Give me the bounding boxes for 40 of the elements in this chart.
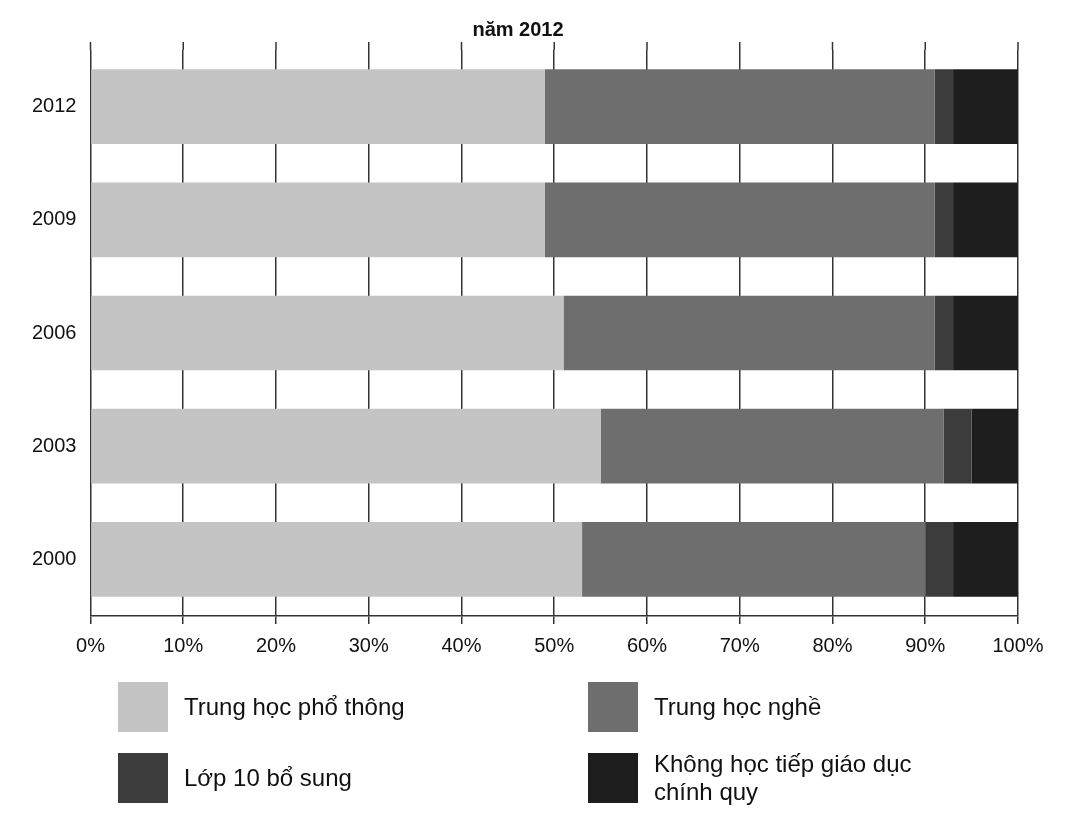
bar xyxy=(971,408,1018,484)
bar xyxy=(600,408,944,484)
bar xyxy=(91,295,564,371)
bar xyxy=(544,69,935,144)
y-tick-label: 2012 xyxy=(31,94,77,117)
x-tick-label: 60% xyxy=(626,633,668,656)
y-tick-label: 2009 xyxy=(31,207,77,230)
bar xyxy=(934,295,954,371)
x-tick-label: 90% xyxy=(905,633,946,656)
legend-label: Không học tiếp giáo dục chính quy xyxy=(654,750,913,806)
bar xyxy=(91,182,545,258)
x-tick-label: 20% xyxy=(255,633,297,656)
x-tick-label: 0% xyxy=(76,633,106,656)
chart-title: năm 2012 xyxy=(472,17,564,40)
x-tick-label: 100% xyxy=(992,633,1044,656)
bar xyxy=(91,408,601,484)
x-tick-label: 50% xyxy=(534,633,575,656)
bar xyxy=(953,522,1018,597)
bar xyxy=(544,182,935,258)
legend-label: Trung học phổ thông xyxy=(184,693,405,721)
x-tick-label: 30% xyxy=(348,633,389,656)
bar xyxy=(934,69,954,144)
bar xyxy=(91,522,583,597)
y-tick-label: 2003 xyxy=(31,433,77,456)
bar xyxy=(91,69,545,144)
bar xyxy=(953,182,1018,258)
x-tick-label: 70% xyxy=(719,633,760,656)
bar xyxy=(943,408,972,484)
y-tick-label: 2006 xyxy=(31,320,77,343)
y-tick-label: 2000 xyxy=(31,546,77,569)
x-tick-label: 80% xyxy=(812,633,853,656)
bar xyxy=(582,522,926,597)
legend-label: Trung học nghề xyxy=(654,693,822,721)
x-tick-label: 40% xyxy=(441,633,482,656)
legend-label: Lớp 10 bổ sung xyxy=(184,764,352,792)
bar xyxy=(953,295,1018,371)
x-tick-label: 10% xyxy=(163,633,204,656)
bar xyxy=(563,295,935,371)
bar xyxy=(934,182,954,258)
bar xyxy=(953,69,1018,144)
